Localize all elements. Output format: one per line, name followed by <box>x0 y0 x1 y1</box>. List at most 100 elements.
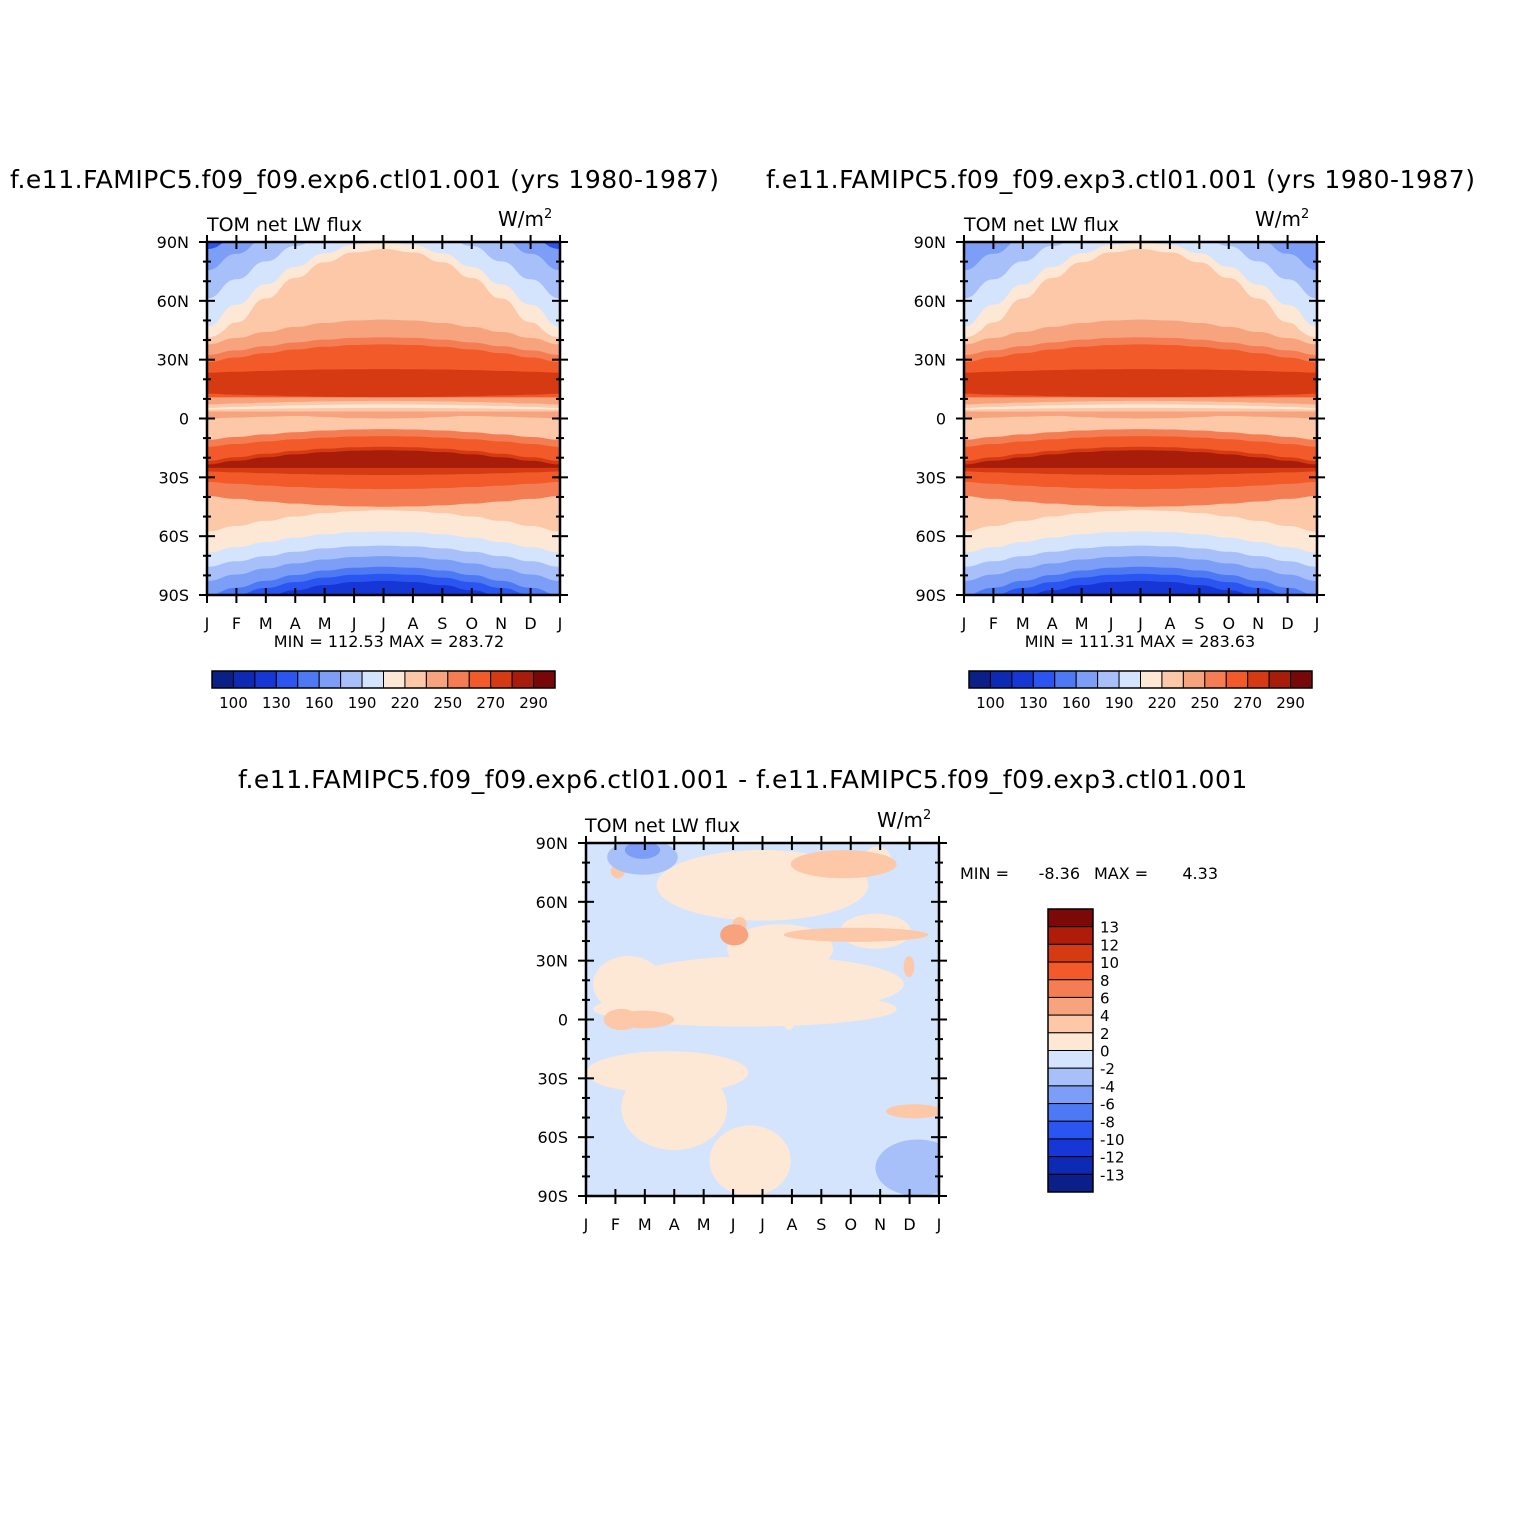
colorbar-label: 190 <box>348 694 377 712</box>
y-tick-label: 60N <box>157 292 189 311</box>
colorbar-swatch <box>1075 670 1099 689</box>
colorbar-swatch <box>1047 926 1094 945</box>
colorbar-label: -2 <box>1100 1060 1115 1078</box>
contour-band <box>720 924 749 946</box>
x-tick-label: F <box>611 1215 620 1234</box>
difference-min-label: MIN = <box>960 864 1009 883</box>
x-tick-label: J <box>351 614 357 633</box>
colorbar-swatch <box>1225 670 1249 689</box>
x-tick-label: A <box>786 1215 797 1234</box>
x-tick-label: D <box>1281 614 1293 633</box>
x-tick-label: A <box>290 614 301 633</box>
colorbar-swatch <box>1204 670 1227 689</box>
y-tick-label: 90N <box>914 233 946 252</box>
colorbar-swatch <box>1047 1014 1094 1034</box>
y-tick-label: 0 <box>558 1011 568 1030</box>
y-tick-label: 0 <box>179 410 189 429</box>
colorbar-swatch <box>1047 943 1094 963</box>
x-tick-label: J <box>583 1215 589 1234</box>
colorbar-swatch <box>1047 1067 1094 1087</box>
x-tick-label: M <box>697 1215 711 1234</box>
left-axis-ticks <box>199 235 568 603</box>
x-tick-label: M <box>259 614 273 633</box>
left-colorbar: 100 130 160 190 220 250 270 290 <box>211 670 556 712</box>
contour-band <box>780 973 798 1031</box>
left-heatmap: TOM net LW flux W/m2 90N 60N 30N 0 30S 60S 90S… <box>157 207 568 712</box>
contour-band <box>783 927 929 942</box>
colorbar-label: 190 <box>1105 694 1134 712</box>
colorbar-swatch <box>1047 1085 1094 1105</box>
colorbar-swatch <box>490 670 513 689</box>
y-tick-label: 90N <box>157 233 189 252</box>
y-tick-label: 30N <box>536 952 568 971</box>
contour-band <box>903 955 915 978</box>
x-tick-label: J <box>759 1215 765 1234</box>
y-tick-label: 60S <box>537 1128 568 1147</box>
colorbar-swatch <box>989 670 1013 689</box>
contour-band <box>586 1051 749 1094</box>
colorbar-swatch <box>275 670 299 689</box>
colorbar-label: 130 <box>1019 694 1048 712</box>
x-tick-label: S <box>437 614 447 633</box>
x-tick-label: A <box>1164 614 1175 633</box>
colorbar-label: 12 <box>1100 936 1119 954</box>
x-tick-label: J <box>961 614 967 633</box>
colorbar-swatch <box>1047 1103 1094 1122</box>
x-tick-label: S <box>1194 614 1204 633</box>
contour-band <box>207 450 560 468</box>
x-tick-label: J <box>936 1215 942 1234</box>
colorbar-swatch <box>1047 1138 1094 1158</box>
right-units: W/m2 <box>1255 207 1309 231</box>
colorbar-swatch <box>968 670 991 689</box>
difference-subtitle: TOM net LW flux <box>584 815 740 837</box>
contour-band <box>964 369 1317 398</box>
x-tick-label: A <box>1047 614 1058 633</box>
colorbar-swatch <box>1032 670 1056 689</box>
colorbar-label: 100 <box>219 694 248 712</box>
y-tick-label: 30S <box>915 468 946 487</box>
difference-y-tick-labels: 90N 60N 30N 0 30S 60S 90S <box>536 834 568 1206</box>
y-tick-label: 60N <box>914 292 946 311</box>
contour-band <box>964 450 1317 468</box>
x-tick-label: A <box>407 614 418 633</box>
colorbar-label: 8 <box>1100 972 1110 990</box>
x-tick-label: D <box>524 614 536 633</box>
colorbar-label: -10 <box>1100 1131 1125 1149</box>
colorbar-label: 290 <box>519 694 548 712</box>
right-min-max-stats: MIN = 111.31 MAX = 283.63 <box>1025 632 1255 651</box>
colorbar-swatch <box>1047 1173 1094 1193</box>
contour-band <box>964 242 1317 271</box>
x-tick-label: J <box>380 614 386 633</box>
colorbar-swatch <box>232 670 256 689</box>
colorbar-swatch <box>1182 670 1206 689</box>
left-panel-title: f.e11.FAMIPC5.f09_f09.exp6.ctl01.001 (yr… <box>10 165 720 194</box>
colorbar-swatch <box>468 670 492 689</box>
colorbar-label: -8 <box>1100 1113 1115 1131</box>
right-heatmap: TOM net LW flux W/m2 90N 60N 30N 0 30S 60S 90S… <box>914 207 1325 712</box>
colorbar-label: 100 <box>976 694 1005 712</box>
y-tick-label: 30N <box>914 351 946 370</box>
colorbar-label: 250 <box>433 694 462 712</box>
colorbar-label: 160 <box>305 694 334 712</box>
colorbar-swatch <box>1047 979 1094 998</box>
x-tick-label: N <box>874 1215 886 1234</box>
y-tick-label: 60S <box>158 527 189 546</box>
right-colorbar: 100 130 160 190 220 250 270 290 <box>968 670 1313 712</box>
difference-heatmap: TOM net LW flux W/m2 90N60N30N030S60S90S… <box>536 808 1218 1234</box>
left-units: W/m2 <box>498 207 552 231</box>
colorbar-label: 2 <box>1100 1025 1110 1043</box>
colorbar-frame <box>211 670 556 689</box>
colorbar-label: 10 <box>1100 954 1119 972</box>
colorbar-swatch <box>361 670 384 689</box>
colorbar-swatch <box>1054 670 1077 689</box>
colorbar-label: -12 <box>1100 1149 1125 1167</box>
colorbar-label: 0 <box>1100 1043 1110 1061</box>
colorbar-swatch <box>1290 670 1313 689</box>
x-tick-label: D <box>903 1215 915 1234</box>
colorbar-swatch <box>1047 1156 1094 1175</box>
colorbar-label: -4 <box>1100 1078 1115 1096</box>
left-contour-field <box>207 242 560 595</box>
